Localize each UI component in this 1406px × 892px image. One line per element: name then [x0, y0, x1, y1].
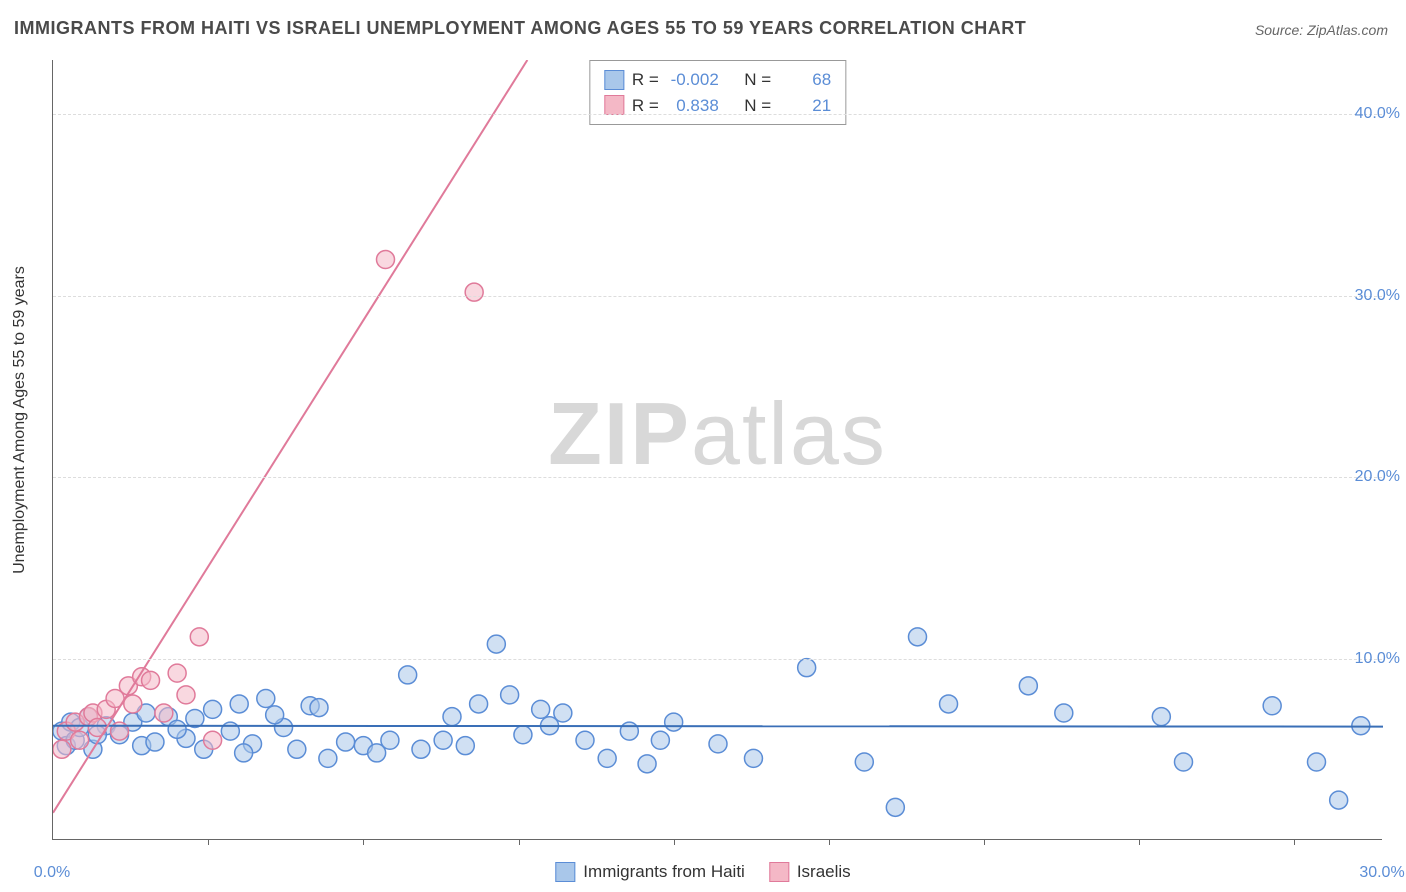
x-tick-label: 30.0% [1359, 864, 1404, 882]
data-point [470, 695, 488, 713]
y-axis-label: Unemployment Among Ages 55 to 59 years [11, 266, 29, 574]
data-point [168, 720, 186, 738]
data-point [709, 735, 727, 753]
swatch-series2 [604, 95, 624, 115]
data-point [266, 706, 284, 724]
data-point [190, 628, 208, 646]
gridline-horizontal [53, 477, 1382, 478]
data-point [230, 695, 248, 713]
data-point [855, 753, 873, 771]
legend-swatch-series2 [769, 862, 789, 882]
data-point [146, 733, 164, 751]
data-point [71, 731, 89, 749]
data-point [744, 749, 762, 767]
x-tick-label: 0.0% [34, 864, 70, 882]
data-point [576, 731, 594, 749]
x-tick [829, 839, 830, 845]
x-tick [984, 839, 985, 845]
data-point [412, 740, 430, 758]
data-point [638, 755, 656, 773]
data-point [501, 686, 519, 704]
source-attribution: Source: ZipAtlas.com [1255, 22, 1388, 38]
data-point [186, 709, 204, 727]
data-point [381, 731, 399, 749]
data-point [443, 708, 461, 726]
data-point [1152, 708, 1170, 726]
data-point [434, 731, 452, 749]
legend-label-series1: Immigrants from Haiti [583, 862, 745, 882]
data-point [399, 666, 417, 684]
r-label: R = [632, 67, 659, 93]
data-point [319, 749, 337, 767]
data-point [168, 664, 186, 682]
trend-line [53, 60, 527, 813]
data-point [798, 659, 816, 677]
chart-title: IMMIGRANTS FROM HAITI VS ISRAELI UNEMPLO… [14, 18, 1026, 39]
data-point [665, 713, 683, 731]
x-tick [1294, 839, 1295, 845]
data-point [651, 731, 669, 749]
data-point [204, 731, 222, 749]
data-point [257, 690, 275, 708]
data-point [1019, 677, 1037, 695]
legend-label-series2: Israelis [797, 862, 851, 882]
data-point [155, 704, 173, 722]
legend: Immigrants from Haiti Israelis [555, 862, 850, 882]
stats-row-series1: R = -0.002 N = 68 [604, 67, 831, 93]
scatter-plot-svg [53, 60, 1383, 840]
x-tick [519, 839, 520, 845]
data-point [465, 283, 483, 301]
trend-line [53, 726, 1383, 727]
data-point [1263, 697, 1281, 715]
n-value-series1: 68 [779, 67, 831, 93]
legend-item-series1: Immigrants from Haiti [555, 862, 745, 882]
data-point [235, 744, 253, 762]
r-value-series1: -0.002 [667, 67, 719, 93]
chart-plot-area: ZIPatlas R = -0.002 N = 68 R = 0.838 N =… [52, 60, 1382, 840]
data-point [177, 686, 195, 704]
data-point [940, 695, 958, 713]
data-point [514, 726, 532, 744]
data-point [886, 798, 904, 816]
data-point [310, 699, 328, 717]
x-tick [208, 839, 209, 845]
data-point [620, 722, 638, 740]
legend-item-series2: Israelis [769, 862, 851, 882]
data-point [1055, 704, 1073, 722]
x-tick [1139, 839, 1140, 845]
data-point [1175, 753, 1193, 771]
data-point [487, 635, 505, 653]
data-point [456, 737, 474, 755]
data-point [1330, 791, 1348, 809]
data-point [377, 251, 395, 269]
data-point [909, 628, 927, 646]
x-tick [674, 839, 675, 845]
data-point [142, 671, 160, 689]
y-tick-label: 30.0% [1355, 287, 1400, 305]
x-tick [363, 839, 364, 845]
data-point [1308, 753, 1326, 771]
legend-swatch-series1 [555, 862, 575, 882]
gridline-horizontal [53, 296, 1382, 297]
gridline-horizontal [53, 114, 1382, 115]
data-point [288, 740, 306, 758]
data-point [337, 733, 355, 751]
data-point [204, 700, 222, 718]
data-point [532, 700, 550, 718]
y-tick-label: 40.0% [1355, 105, 1400, 123]
y-tick-label: 10.0% [1355, 650, 1400, 668]
y-tick-label: 20.0% [1355, 468, 1400, 486]
data-point [598, 749, 616, 767]
gridline-horizontal [53, 659, 1382, 660]
data-point [53, 740, 71, 758]
swatch-series1 [604, 70, 624, 90]
n-label: N = [744, 67, 771, 93]
